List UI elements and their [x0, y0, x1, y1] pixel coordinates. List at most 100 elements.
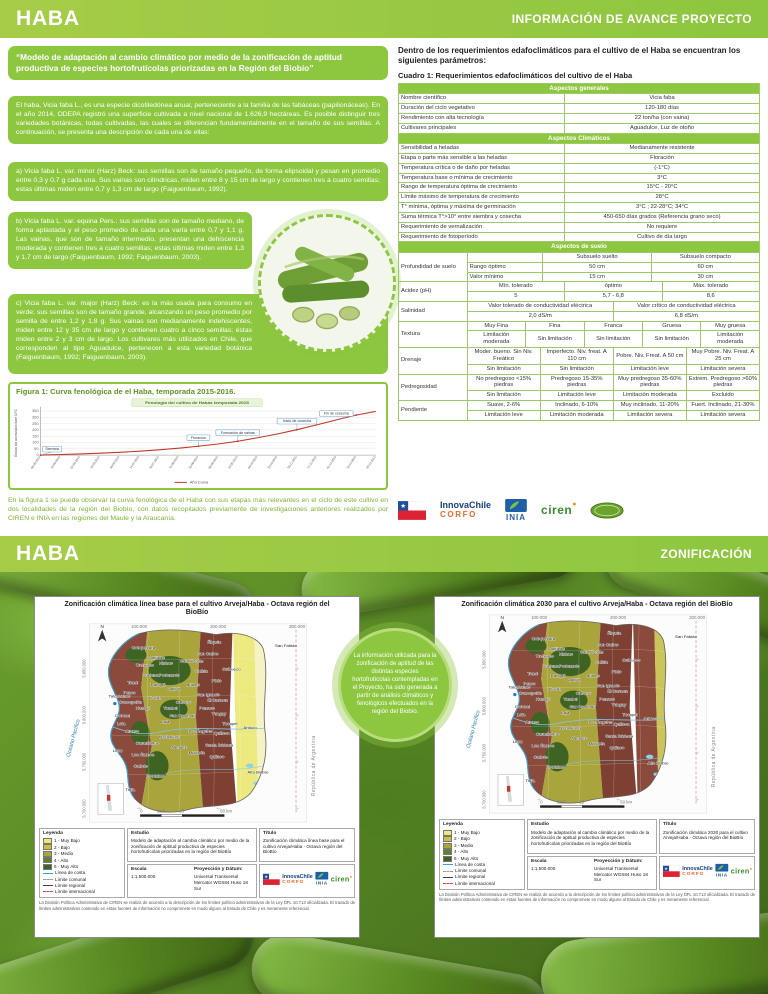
text: Cobquecura: [532, 637, 556, 642]
text: Negrete: [172, 744, 188, 749]
value-cell: Vicia faba: [564, 93, 760, 105]
polyline: [40, 410, 376, 456]
td: Salinidad: [398, 301, 468, 322]
titulo-box: Título Zonificación climática línea base …: [259, 827, 355, 863]
rect: [398, 500, 409, 510]
zonification-band: HABA ZONIFICACIÓN: [0, 536, 768, 572]
text: Quilleco: [614, 722, 630, 727]
text: 5.700.000: [81, 799, 86, 818]
label-cell: Rendimiento con alta tecnología: [397, 113, 566, 124]
td: No predregoso <15% piedras: [466, 373, 541, 392]
path: [509, 500, 520, 509]
rect: [182, 814, 225, 817]
partner-logos-row: ★ InnovaChile CORFO INIA ciren●: [398, 488, 760, 532]
text: 5.800.000: [81, 705, 86, 724]
page-title: HABA: [16, 7, 80, 30]
tbody: Drenaje Moder. bueno. Sin Niv. Freático …: [398, 347, 761, 375]
span: ciren: [541, 503, 573, 517]
estudio-box: Estudio Modelo de adaptación al cambio cl…: [127, 827, 257, 863]
ellipse: [594, 504, 621, 516]
value-cell: 450-650 días grados (Referencia grano se…: [564, 211, 760, 223]
soil-ph-table: Acidez (pH) Mín. tolerado óptimo Máx. to…: [398, 281, 761, 302]
table-row: Duración del ciclo vegetativo 120-180 día…: [397, 103, 760, 115]
span: ciren: [330, 874, 350, 883]
path: [294, 806, 300, 811]
path: [107, 632, 140, 799]
text: Hualqui: [536, 697, 551, 702]
div: Zonificación climática línea base para e…: [263, 837, 345, 855]
circle: [513, 693, 517, 697]
text: Antuco: [243, 725, 257, 730]
tbody: Acidez (pH) Mín. tolerado óptimo Máx. to…: [398, 281, 761, 302]
text: Curanilahue: [136, 740, 160, 745]
text: Ranquil: [551, 674, 566, 679]
path: [694, 797, 700, 802]
legend-class-item: 3 - Medio: [443, 842, 521, 849]
text: 19-05-2015: [50, 455, 62, 469]
text: El Carmen: [608, 689, 629, 694]
logo-set: ★ InnovaChile CORFO INIA ciren●: [398, 498, 624, 522]
text: 01-12-2015: [326, 455, 338, 469]
text: 25: [579, 800, 585, 805]
text: San Ignacio: [197, 692, 220, 697]
text: Fenología del cultivo de Habas temporada…: [145, 401, 249, 406]
div: Proyección y Dátum: Universal Transversal…: [594, 859, 653, 887]
legend-class-item: 1 - Muy Bajo: [443, 829, 521, 836]
text: 300: [32, 416, 38, 420]
div: Universal Transversal Mercator WGS84 Hus…: [594, 865, 648, 883]
path: [632, 621, 660, 804]
text: Océano Pacífico: [66, 719, 82, 758]
rect: [398, 510, 426, 520]
text: 0: [36, 453, 38, 457]
td: Textura: [398, 320, 468, 349]
path: [195, 629, 239, 812]
div: Escala 1:1.500.000: [531, 859, 590, 887]
text: Mulchén: [589, 742, 606, 747]
div: Proyección y Dátum: Universal Transversal…: [194, 867, 253, 895]
path: [294, 759, 300, 764]
td: Muy Fina: [466, 320, 527, 332]
text: 25-08-2015: [188, 455, 200, 469]
legend-class-item: 2 - Bajo: [43, 844, 121, 851]
text: 150: [32, 435, 38, 439]
path: [108, 658, 265, 661]
mini-logos-box: ★ InnovaChile CORFO INIA ciren●: [659, 855, 755, 890]
div: InnovaChile: [682, 864, 713, 871]
text: Año Curva: [190, 481, 208, 485]
table-row: Rango de temperatura óptima de crecimien…: [397, 182, 760, 194]
span: 2 - Bajo: [54, 844, 70, 850]
legend-class-item: 2 - Bajo: [443, 836, 521, 843]
text: Pemuco: [199, 705, 216, 710]
td: Valor crítico de conductividad eléctrica: [612, 301, 761, 312]
ellipse: [545, 742, 569, 772]
text: Pinto: [212, 678, 223, 683]
text: San Carlos: [197, 651, 218, 656]
circle: [197, 445, 200, 448]
text: Contulmo: [146, 773, 165, 778]
text: Trehuaco: [136, 663, 155, 668]
text: Ñiquén: [608, 631, 622, 636]
map-holder: 100.000 200.000 300.000 5.850.000 5.800.000 5…: [439, 611, 755, 817]
text: Chillán: [595, 660, 609, 665]
path: [294, 713, 300, 717]
text: 12,5: [557, 800, 566, 805]
rect: [140, 814, 162, 817]
table-row: Cultivares principales Aguadulce, Luz de …: [397, 122, 760, 134]
text: Tucapel: [222, 721, 237, 726]
text: Coronel: [115, 713, 130, 718]
tbody: Pedregosidad No predregoso <15% piedras …: [398, 373, 761, 402]
ellipse: [145, 750, 169, 781]
td: Limitación severa: [685, 363, 761, 375]
span: Límite internacional: [455, 880, 495, 886]
div: InnovaChile: [440, 500, 492, 511]
variety-b-paragraph: b) Vicia faba L. var. equina Pers.: sus …: [8, 212, 252, 269]
map-legend: Leyenda 1 - Muy Bajo 2 - Bajo 3 - Medio 4 - …: [439, 819, 525, 890]
header-subtitle: INFORMACIÓN DE AVANCE PROYECTO: [511, 12, 752, 26]
section-title: HABA: [16, 542, 80, 565]
path: [638, 623, 641, 804]
text: 16-06-2015: [89, 455, 101, 469]
table-row: Requerimiento de vernalización No requier…: [397, 221, 760, 233]
td: Fuert. Inclinado, 21-30%: [685, 400, 761, 411]
span: 4 - Alto: [454, 849, 469, 855]
text: 06-10-2015: [247, 455, 259, 469]
